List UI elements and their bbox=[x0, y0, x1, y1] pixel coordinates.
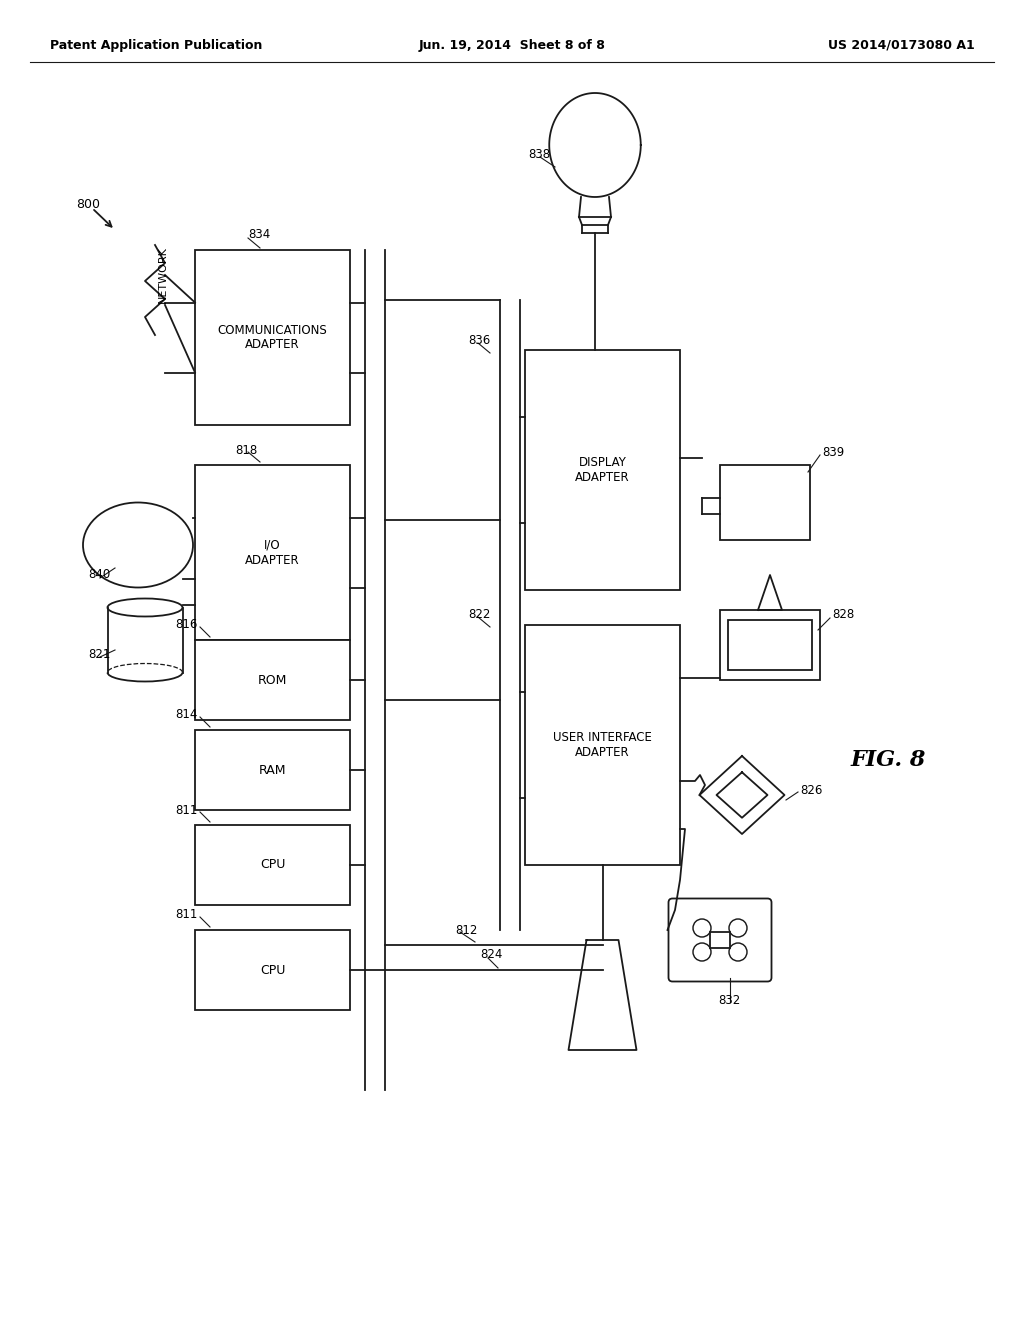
Text: CPU: CPU bbox=[260, 964, 286, 977]
Text: 839: 839 bbox=[822, 446, 844, 458]
Text: ROM: ROM bbox=[258, 673, 287, 686]
Text: 811: 811 bbox=[175, 908, 198, 921]
Text: 834: 834 bbox=[248, 228, 270, 242]
Text: 824: 824 bbox=[480, 949, 503, 961]
Bar bbox=[195, 825, 350, 906]
Text: Patent Application Publication: Patent Application Publication bbox=[50, 38, 262, 51]
Text: 822: 822 bbox=[468, 609, 490, 622]
Text: US 2014/0173080 A1: US 2014/0173080 A1 bbox=[828, 38, 975, 51]
Bar bbox=[720, 610, 820, 680]
Text: 811: 811 bbox=[175, 804, 198, 817]
Text: 836: 836 bbox=[468, 334, 490, 346]
Text: CPU: CPU bbox=[260, 858, 286, 871]
Polygon shape bbox=[568, 940, 637, 1049]
Bar bbox=[728, 620, 812, 671]
Text: USER INTERFACE
ADAPTER: USER INTERFACE ADAPTER bbox=[553, 731, 652, 759]
Bar bbox=[525, 350, 680, 590]
Bar bbox=[525, 624, 680, 865]
Bar bbox=[195, 730, 350, 810]
Text: 828: 828 bbox=[831, 609, 854, 622]
Bar bbox=[195, 465, 350, 640]
Text: RAM: RAM bbox=[259, 763, 287, 776]
Text: DISPLAY
ADAPTER: DISPLAY ADAPTER bbox=[575, 455, 630, 484]
Text: 826: 826 bbox=[800, 784, 822, 796]
Text: FIG. 8: FIG. 8 bbox=[850, 748, 926, 771]
Text: COMMUNICATIONS
ADAPTER: COMMUNICATIONS ADAPTER bbox=[218, 323, 328, 351]
Text: 818: 818 bbox=[234, 444, 257, 457]
Text: NETWORK: NETWORK bbox=[158, 247, 168, 304]
Text: 838: 838 bbox=[528, 149, 550, 161]
Bar bbox=[710, 932, 730, 948]
Text: 832: 832 bbox=[718, 994, 740, 1006]
Text: 840: 840 bbox=[88, 569, 111, 582]
Bar bbox=[195, 931, 350, 1010]
Ellipse shape bbox=[108, 664, 182, 681]
Text: 812: 812 bbox=[455, 924, 477, 936]
Text: 821: 821 bbox=[88, 648, 111, 661]
Bar bbox=[720, 465, 810, 540]
Text: I/O
ADAPTER: I/O ADAPTER bbox=[245, 539, 300, 566]
Ellipse shape bbox=[108, 598, 182, 616]
Bar bbox=[195, 249, 350, 425]
FancyBboxPatch shape bbox=[669, 899, 771, 982]
Bar bbox=[108, 607, 182, 672]
Text: Jun. 19, 2014  Sheet 8 of 8: Jun. 19, 2014 Sheet 8 of 8 bbox=[419, 38, 605, 51]
Text: 814: 814 bbox=[175, 709, 198, 722]
Text: 816: 816 bbox=[175, 619, 198, 631]
Text: 800: 800 bbox=[76, 198, 100, 211]
Ellipse shape bbox=[83, 503, 193, 587]
Bar bbox=[195, 640, 350, 719]
